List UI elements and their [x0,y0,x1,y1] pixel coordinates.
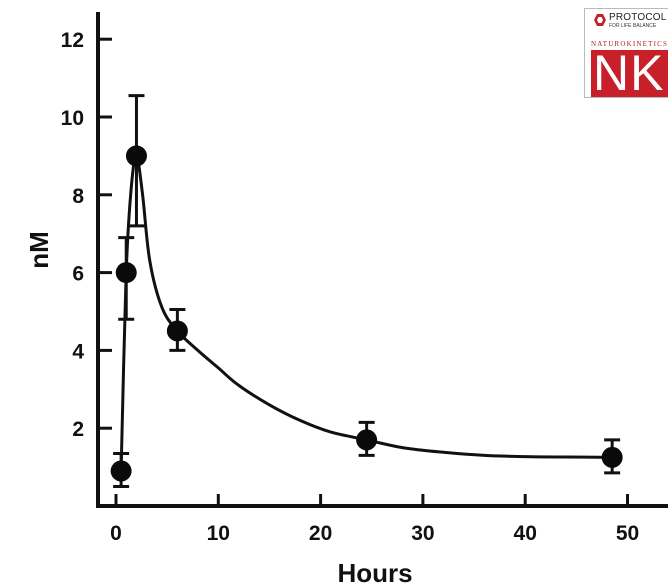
logo-name: PROTOCOL [609,12,667,23]
x-tick-label: 50 [616,522,639,545]
logo-tagline: FOR LIFE BALANCE [609,23,657,29]
y-axis: 2 4 6 8 10 12 [61,12,112,508]
y-tick-label: 6 [72,263,84,286]
x-axis: 0 10 20 30 40 50 [96,494,668,545]
data-point [115,262,137,284]
data-point [356,429,378,451]
data-point [601,446,623,468]
logo-subtitle: NATUROKINETICS [591,40,668,48]
x-tick-label: 10 [207,522,230,545]
y-tick-label: 4 [72,340,84,363]
y-tick-label: 8 [72,185,84,208]
data-point [110,460,132,482]
y-tick-label: 12 [61,29,84,52]
data-points [110,145,623,482]
data-point [166,320,188,342]
y-tick-label: 10 [61,107,84,130]
error-bars [113,94,621,489]
x-tick-label: 30 [411,522,434,545]
x-tick-label: 20 [309,522,332,545]
x-tick-label: 40 [514,522,537,545]
y-tick-label: 2 [72,418,84,441]
logo-letters: NK [593,45,665,98]
x-tick-label: 0 [110,522,122,545]
logo-badge: NK [591,45,668,98]
y-axis-title: nM [24,231,54,269]
naturokinetics-logo: PROTOCOL FOR LIFE BALANCE NATUROKINETICS… [584,8,668,98]
data-point [125,145,147,167]
x-axis-title: Hours [337,558,412,586]
logo-header: PROTOCOL FOR LIFE BALANCE [589,12,668,32]
hexagon-icon [594,14,606,26]
